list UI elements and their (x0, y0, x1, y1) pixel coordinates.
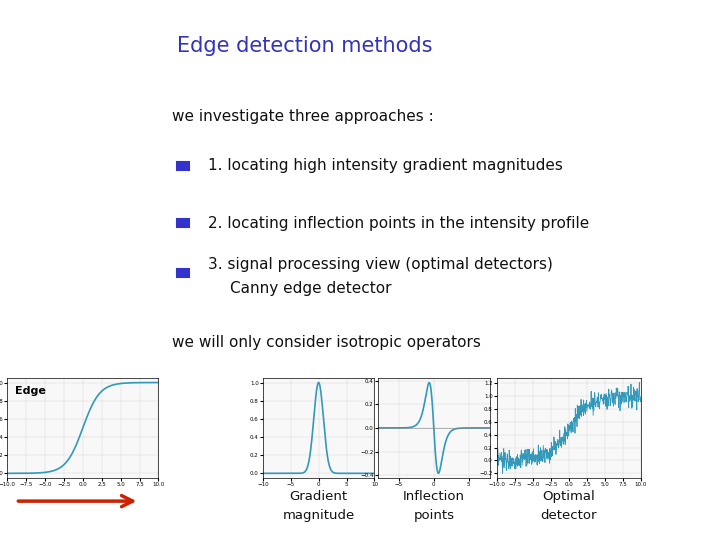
Text: 2. locating inflection points in the intensity profile: 2. locating inflection points in the int… (209, 215, 590, 231)
Text: we investigate three approaches :: we investigate three approaches : (172, 109, 433, 124)
Text: detector: detector (541, 509, 597, 522)
Text: Optimal: Optimal (542, 490, 595, 503)
Bar (177, 268, 189, 277)
Text: Canny edge detector: Canny edge detector (230, 281, 392, 296)
Text: Vision: Vision (52, 89, 103, 106)
Text: points: points (413, 509, 454, 522)
Text: Gradient: Gradient (289, 490, 348, 503)
Text: Edge: Edge (15, 386, 45, 396)
Bar (177, 161, 189, 170)
Bar (177, 219, 189, 227)
Text: magnitude: magnitude (282, 509, 355, 522)
Text: 3. signal processing view (optimal detectors): 3. signal processing view (optimal detec… (209, 257, 554, 272)
Text: Inflection: Inflection (402, 490, 465, 503)
Text: we will only consider isotropic operators: we will only consider isotropic operator… (172, 335, 481, 350)
Text: Computer: Computer (35, 51, 120, 68)
Text: 1. locating high intensity gradient magnitudes: 1. locating high intensity gradient magn… (209, 158, 563, 173)
FancyArrowPatch shape (18, 496, 132, 507)
Text: Edge detection methods: Edge detection methods (177, 36, 433, 56)
